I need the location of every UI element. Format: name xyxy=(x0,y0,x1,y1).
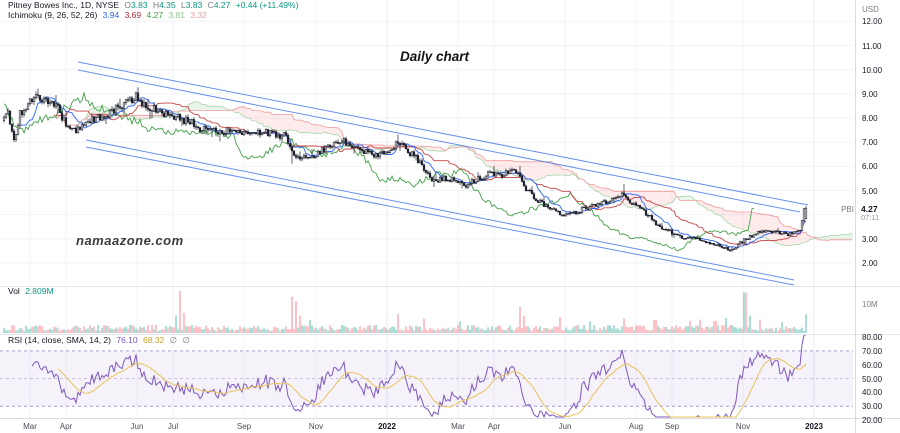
rsi-tick-label: 40.00 xyxy=(862,388,883,398)
price-tick-label: 8.00 xyxy=(862,114,878,124)
close-value: 4.27 xyxy=(213,0,231,10)
price-tick-label: 7.00 xyxy=(862,138,878,148)
watermark: namaazone.com xyxy=(76,233,184,248)
price-tick-label: 3.00 xyxy=(862,234,878,244)
high-value: 4.35 xyxy=(159,0,176,10)
symbol-legend[interactable]: Pitney Bowes Inc., 1D, NYSE O3.83 H4.35 … xyxy=(8,1,301,10)
time-tick-label: Nov xyxy=(308,422,324,431)
rsi-title[interactable]: RSI (14, close, SMA, 14, 2) xyxy=(8,335,111,345)
rsi-legend[interactable]: RSI (14, close, SMA, 14, 2) 76.10 68.32 … xyxy=(8,336,193,345)
time-tick-label: Jul xyxy=(167,422,179,431)
last-price-label: 4.27 xyxy=(861,204,878,214)
rsi-ma-value: 68.32 xyxy=(143,335,165,345)
time-tick-label: Mar xyxy=(23,422,37,431)
time-tick-label: Sep xyxy=(664,422,680,431)
rsi-tick-label: 80.00 xyxy=(862,333,883,342)
ichimoku-base-value: 3.69 xyxy=(124,9,142,20)
ichimoku-title[interactable]: Ichimoku (9, 26, 52, 26) xyxy=(8,9,98,20)
rsi-tick-label: 60.00 xyxy=(862,360,883,370)
price-tick-label: 5.00 xyxy=(862,186,878,196)
bar-countdown: 07:11 xyxy=(861,213,880,222)
rsi-value: 76.10 xyxy=(116,335,138,345)
time-tick-label: 2022 xyxy=(378,422,396,431)
volume-value: 2.809M xyxy=(25,286,54,296)
rsi-tick-label: 30.00 xyxy=(862,402,883,412)
volume-title[interactable]: Vol xyxy=(8,286,20,296)
open-value: 3.83 xyxy=(131,0,148,10)
time-tick-label: Apr xyxy=(487,422,501,431)
change-value: +0.44 (+11.49%) xyxy=(235,0,299,10)
ichimoku-lead1-value: 3.81 xyxy=(168,9,185,20)
volume-legend[interactable]: Vol 2.809M xyxy=(8,287,57,296)
time-axis[interactable]: Mar Apr Jun Jul Sep Nov 2022 Mar Apr Jun Aug Sep Nov… xyxy=(0,419,856,433)
time-tick-label: Sep xyxy=(236,422,252,431)
ichimoku-legend[interactable]: Ichimoku (9, 26, 52, 26) 3.94 3.69 4.27 … xyxy=(8,9,210,20)
volume-tick-label: 10M xyxy=(862,300,878,309)
rsi-extra1: ∅ xyxy=(169,335,178,345)
price-tick-label: 9.00 xyxy=(862,89,878,99)
close-label: C xyxy=(207,0,214,10)
time-tick-label: Jun xyxy=(130,422,144,431)
time-tick-label: Aug xyxy=(628,422,644,431)
high-label: H xyxy=(152,0,160,10)
time-tick-label: Nov xyxy=(735,422,751,431)
ichimoku-lagging-value: 4.27 xyxy=(146,9,164,20)
low-label: L xyxy=(181,0,186,10)
low-value: 3.83 xyxy=(185,0,203,10)
chart-annotation: Daily chart xyxy=(400,49,470,64)
time-tick-label: Jun xyxy=(558,422,572,431)
time-tick-label: Mar xyxy=(451,422,465,431)
price-tick-label: 10.00 xyxy=(862,65,883,75)
price-tick-label: 6.00 xyxy=(862,162,878,172)
symbol-title[interactable]: Pitney Bowes Inc., 1D, NYSE xyxy=(8,0,120,10)
rsi-tick-label: 70.00 xyxy=(862,346,883,356)
price-tick-label: 2.00 xyxy=(862,259,878,268)
rsi-tick-label: 20.00 xyxy=(862,416,883,426)
time-tick-label: 2023 xyxy=(805,422,823,431)
price-axis-unit: USD xyxy=(862,5,879,14)
price-tick-label: 12.00 xyxy=(862,17,883,27)
time-tick-label: Apr xyxy=(59,422,73,431)
rsi-tick-label: 50.00 xyxy=(862,374,883,384)
open-label: O xyxy=(124,0,132,10)
last-price-symbol-marker: PBI xyxy=(841,205,854,214)
price-tick-label: 11.00 xyxy=(862,41,882,51)
ichimoku-conversion-value: 3.94 xyxy=(102,9,120,20)
ichimoku-lead2-value: 3.32 xyxy=(190,9,207,20)
price-axis[interactable]: USD 4.27 07:11 12.00 11.00 10.00 9.00 8.00 7.… xyxy=(856,0,900,425)
rsi-extra2: ∅ xyxy=(182,335,190,345)
